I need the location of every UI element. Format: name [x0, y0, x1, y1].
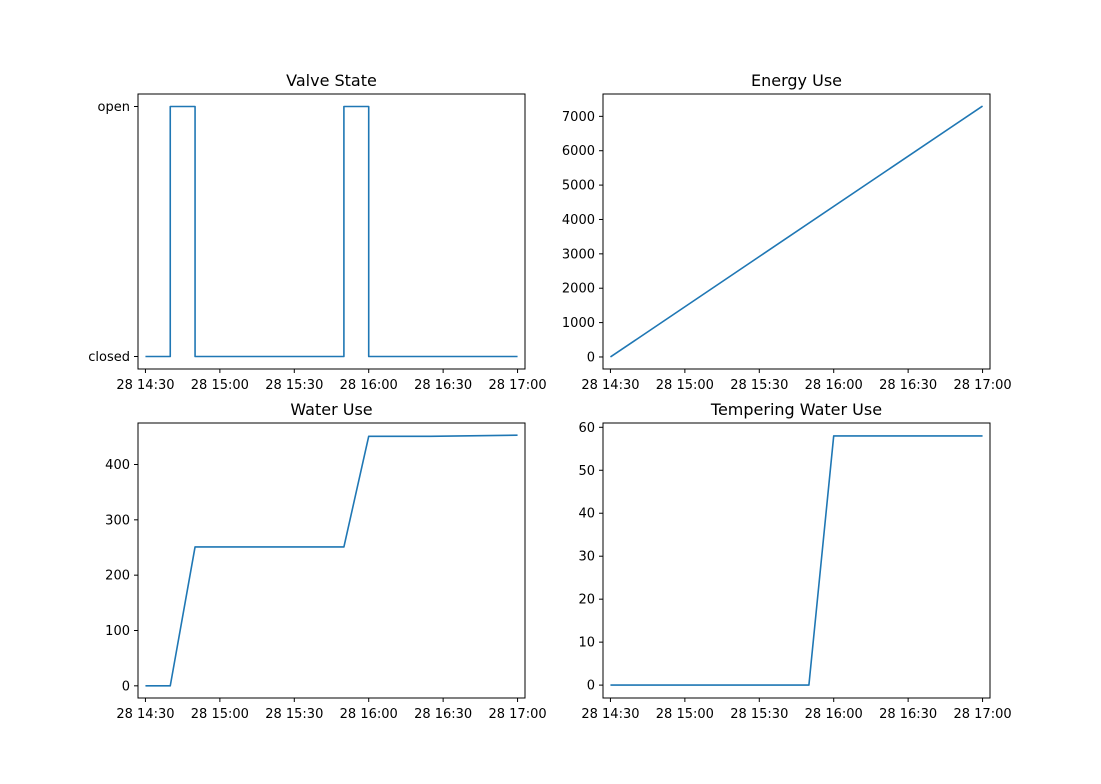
x-tick-label: 28 15:30 — [265, 707, 323, 722]
x-tick-label: 28 16:30 — [414, 707, 472, 722]
y-tick-label: 40 — [578, 507, 595, 522]
x-tick-label: 28 16:00 — [340, 707, 398, 722]
y-tick-label: 60 — [578, 421, 595, 436]
y-tick-label: 5000 — [562, 179, 595, 194]
x-tick-label: 28 17:00 — [953, 707, 1011, 722]
chart-title: Tempering Water Use — [710, 400, 882, 419]
y-tick-label: 30 — [578, 550, 595, 565]
x-tick-label: 28 17:00 — [953, 378, 1011, 393]
x-tick-label: 28 16:30 — [879, 707, 937, 722]
y-tick-label: 1000 — [562, 316, 595, 331]
x-tick-label: 28 14:30 — [581, 707, 639, 722]
y-tick-label: 20 — [578, 593, 595, 608]
y-tick-label: 6000 — [562, 144, 595, 159]
subplot-4: Tempering Water Use 28 14:30 28 15:00 28 15… — [578, 400, 1011, 722]
y-tick-label: 0 — [587, 350, 595, 365]
chart-title: Energy Use — [751, 71, 842, 90]
x-tick-label: 28 15:30 — [730, 707, 788, 722]
chart-title: Water Use — [290, 400, 372, 419]
series-line-1 — [145, 105, 518, 358]
x-tick-label: 28 16:00 — [805, 707, 863, 722]
chart-title: Valve State — [286, 71, 377, 90]
subplot-1: Valve State 28 14:30 28 15:00 28 15:30 28 16… — [88, 71, 546, 393]
axes-frame — [137, 93, 526, 370]
y-tick-label: 7000 — [562, 110, 595, 125]
x-tick-label: 28 16:00 — [805, 378, 863, 393]
x-tick-label: 28 14:30 — [581, 378, 639, 393]
subplot-2: Energy Use 28 14:30 28 15:00 28 15:30 28 16:… — [562, 71, 1012, 393]
x-tick-label: 28 15:00 — [656, 378, 714, 393]
y-tick-label: closed — [88, 350, 130, 365]
x-tick-label: 28 15:30 — [265, 378, 323, 393]
y-tick-label: 4000 — [562, 213, 595, 228]
x-tick-label: 28 15:30 — [730, 378, 788, 393]
subplot-3: Water Use 28 14:30 28 15:00 28 15:30 28 16:0… — [105, 400, 546, 722]
x-tick-label: 28 17:00 — [488, 378, 546, 393]
x-tick-label: 28 16:30 — [414, 378, 472, 393]
y-tick-label: 50 — [578, 464, 595, 479]
y-tick-label: 2000 — [562, 282, 595, 297]
x-tick-label: 28 15:00 — [191, 707, 249, 722]
x-tick-label: 28 15:00 — [656, 707, 714, 722]
axes-frame — [137, 422, 526, 699]
x-tick-label: 28 16:00 — [340, 378, 398, 393]
y-tick-label: 0 — [122, 679, 130, 694]
series-line-1 — [145, 434, 518, 687]
y-tick-label: open — [98, 100, 130, 115]
y-tick-label: 10 — [578, 636, 595, 651]
x-tick-label: 28 17:00 — [488, 707, 546, 722]
y-tick-label: 3000 — [562, 247, 595, 262]
y-tick-label: 0 — [587, 679, 595, 694]
axes-frame — [602, 422, 991, 699]
y-tick-label: 300 — [105, 513, 130, 528]
x-tick-label: 28 14:30 — [116, 707, 174, 722]
x-tick-label: 28 15:00 — [191, 378, 249, 393]
y-tick-label: 200 — [105, 569, 130, 584]
axes-frame — [602, 93, 991, 370]
x-tick-label: 28 16:30 — [879, 378, 937, 393]
x-tick-label: 28 14:30 — [116, 378, 174, 393]
y-tick-label: 100 — [105, 624, 130, 639]
series-line-1 — [610, 435, 983, 686]
y-tick-label: 400 — [105, 458, 130, 473]
series-line-1 — [609, 105, 984, 358]
